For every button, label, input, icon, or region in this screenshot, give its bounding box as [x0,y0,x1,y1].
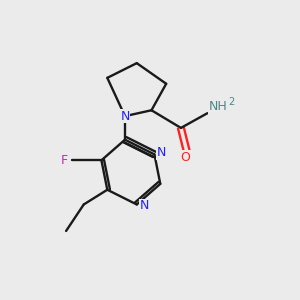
Text: N: N [140,200,149,212]
Text: N: N [157,146,167,159]
Text: NH: NH [209,100,228,113]
Text: O: O [180,151,190,164]
Text: F: F [61,154,68,167]
Text: N: N [120,110,130,123]
Text: 2: 2 [229,97,235,107]
